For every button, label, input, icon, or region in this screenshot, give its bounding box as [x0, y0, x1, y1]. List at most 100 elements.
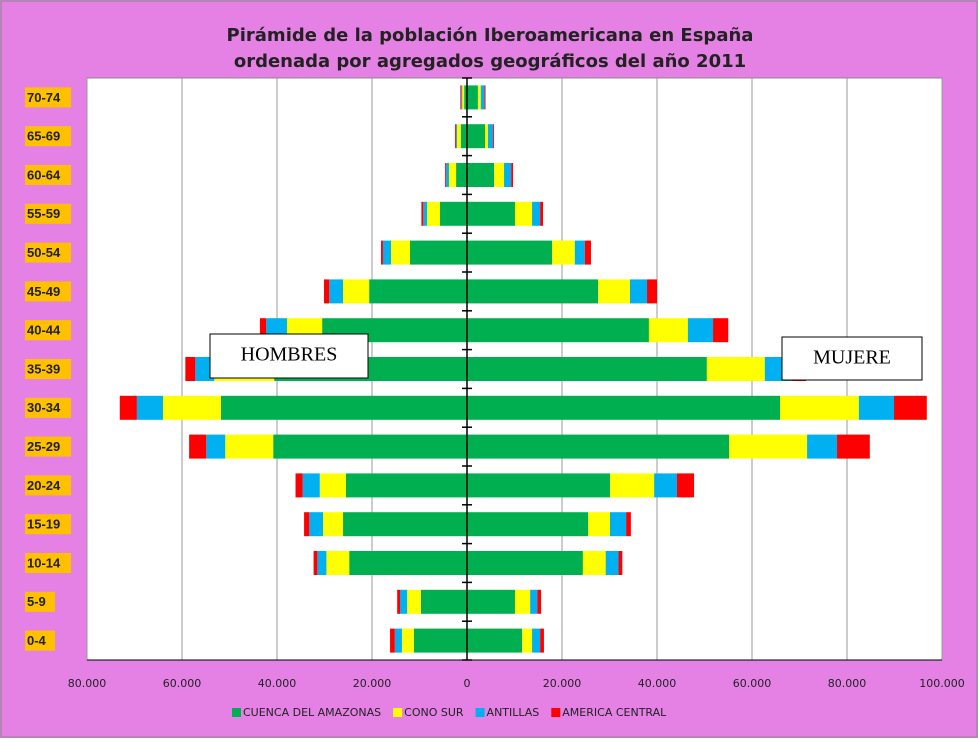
- bar: [729, 434, 808, 459]
- bar: [807, 434, 838, 459]
- bar: [706, 357, 765, 381]
- bar: [676, 473, 695, 498]
- y-tick-label: 15-19: [27, 517, 60, 532]
- y-tick-label: 25-29: [27, 439, 60, 454]
- bar: [407, 589, 421, 614]
- annotation: HOMBRES: [241, 344, 338, 366]
- bar: [163, 395, 221, 420]
- bar: [609, 512, 627, 537]
- bar: [345, 473, 467, 498]
- y-tick-label: 70-74: [27, 90, 61, 105]
- bar: [343, 279, 370, 304]
- bar: [259, 318, 267, 343]
- bar: [537, 589, 542, 614]
- bar: [574, 240, 585, 265]
- bar: [439, 201, 467, 226]
- bar: [648, 318, 688, 343]
- bar: [420, 589, 467, 614]
- bar: [397, 589, 401, 614]
- y-tick-label: 55-59: [27, 206, 60, 221]
- bar: [445, 163, 447, 187]
- bar: [467, 124, 486, 149]
- bar: [462, 85, 465, 110]
- bar: [467, 318, 649, 343]
- bar: [323, 512, 344, 537]
- x-tick-label: 80.000: [68, 677, 107, 690]
- bar: [530, 589, 538, 614]
- bar: [369, 279, 467, 304]
- bar: [467, 551, 583, 575]
- bar: [457, 124, 461, 149]
- x-tick-label: 60.000: [163, 677, 202, 690]
- bar: [467, 473, 610, 498]
- bar: [477, 85, 481, 110]
- bar: [467, 240, 553, 265]
- bar: [609, 473, 655, 498]
- x-tick-label: 20.000: [543, 677, 582, 690]
- category-label-bg: [25, 359, 71, 379]
- chart-title: ordenada por agregados geográficos del a…: [234, 51, 746, 72]
- bar: [189, 434, 207, 459]
- bar: [467, 357, 707, 381]
- bar: [456, 124, 458, 149]
- bar: [427, 201, 440, 226]
- x-tick-label: 20.000: [353, 677, 392, 690]
- bar: [313, 551, 318, 575]
- bar: [390, 628, 395, 653]
- category-label-bg: [25, 165, 71, 185]
- bar: [225, 434, 274, 459]
- legend-swatch: [551, 708, 561, 717]
- x-tick-label: 80.000: [828, 677, 867, 690]
- bar: [540, 628, 544, 653]
- annotation-box: [781, 336, 923, 381]
- bar: [588, 512, 610, 537]
- y-tick-label: 45-49: [27, 284, 60, 299]
- bar: [326, 551, 350, 575]
- chart-title: Pirámide de la población Iberoamericana …: [227, 25, 754, 46]
- bar: [626, 512, 631, 537]
- category-label-bg: [25, 553, 71, 573]
- bar: [494, 163, 505, 187]
- bar: [605, 551, 619, 575]
- category-label-bg: [25, 203, 71, 224]
- annotation-box: [209, 333, 369, 379]
- bar: [487, 124, 494, 149]
- bar: [410, 240, 467, 265]
- bar: [206, 434, 226, 459]
- bar: [480, 85, 485, 110]
- bar: [460, 124, 467, 149]
- bar: [540, 201, 543, 226]
- bar: [485, 124, 488, 149]
- bar: [514, 589, 531, 614]
- bar: [273, 434, 467, 459]
- bar: [455, 124, 457, 149]
- category-label-bg: [25, 320, 71, 341]
- legend-swatch: [475, 708, 485, 717]
- bar: [618, 551, 623, 575]
- bar: [467, 201, 515, 226]
- bar: [504, 163, 512, 187]
- bar: [423, 201, 428, 226]
- bar: [381, 240, 383, 265]
- x-tick-label: 40.000: [258, 677, 297, 690]
- bar: [185, 357, 196, 381]
- bar: [400, 589, 408, 614]
- bar: [220, 395, 467, 420]
- bar: [329, 279, 344, 304]
- bar: [484, 85, 486, 110]
- annotation: MUJERE: [813, 347, 891, 369]
- bar: [467, 163, 495, 187]
- bar: [511, 163, 514, 187]
- bar: [467, 589, 515, 614]
- bar: [394, 628, 402, 653]
- bar: [654, 473, 677, 498]
- bar: [413, 628, 467, 653]
- bar: [514, 201, 533, 226]
- bar: [317, 551, 327, 575]
- bar: [584, 240, 591, 265]
- bar: [858, 395, 895, 420]
- y-tick-label: 65-69: [27, 129, 60, 144]
- bar: [467, 395, 781, 420]
- category-label-bg: [25, 630, 55, 651]
